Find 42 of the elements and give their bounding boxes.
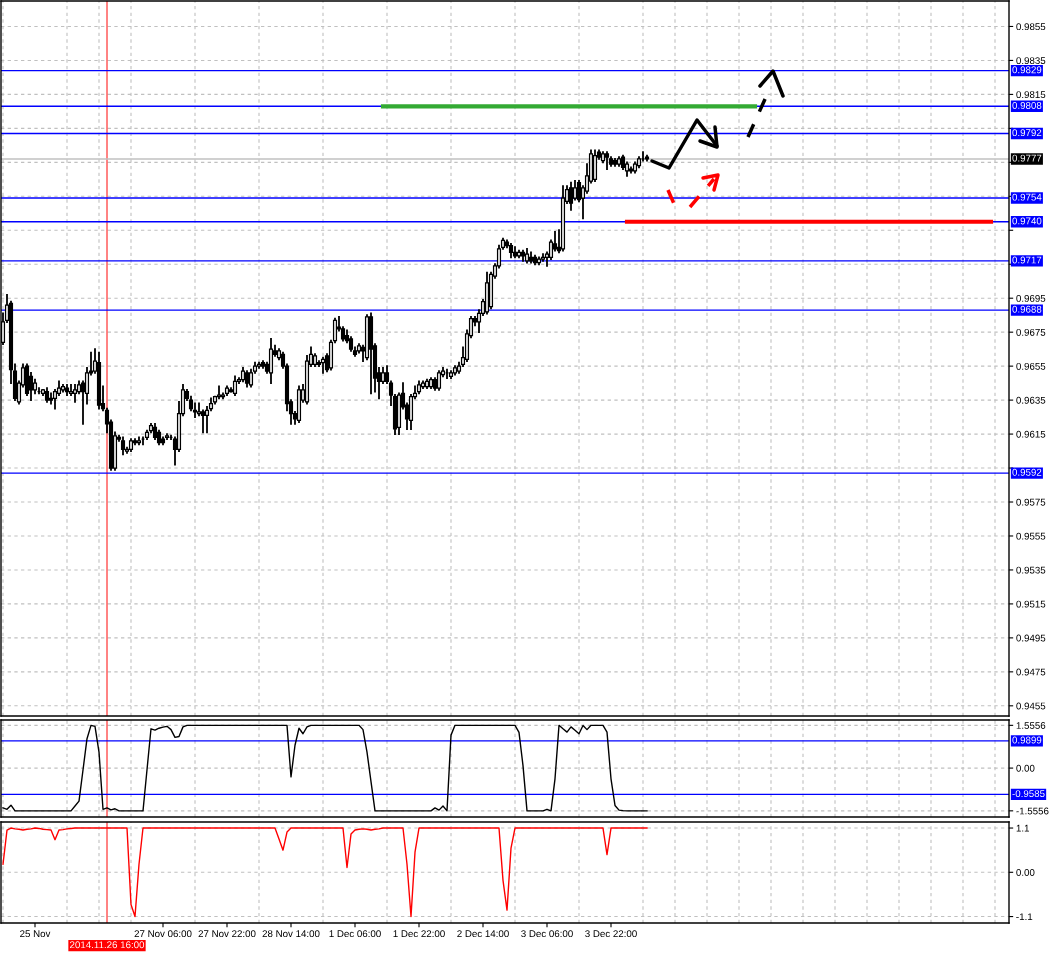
y-tick-label: 0.9475 — [1016, 668, 1046, 676]
y-tick-label: -1.1 — [1016, 913, 1033, 921]
x-tick-label: 3 Dec 06:00 — [521, 930, 573, 938]
y-tick-label: 0.9535 — [1016, 566, 1046, 574]
ref-line-label: 0.9740 — [1012, 217, 1042, 225]
x-tick-label: 1 Dec 22:00 — [393, 930, 445, 938]
x-tick-label: 28 Nov 14:00 — [262, 930, 320, 938]
ref-line-label: 0.9777 — [1012, 154, 1042, 162]
x-tick-label: 3 Dec 22:00 — [585, 930, 637, 938]
ref-line-label: 0.9829 — [1012, 66, 1042, 74]
y-tick-label: 0.9815 — [1016, 91, 1046, 99]
ref-line-label: 0.9808 — [1012, 102, 1042, 109]
y-tick-label: 0.9675 — [1016, 328, 1046, 336]
y-tick-label: 0.9655 — [1016, 362, 1046, 370]
y-tick-label: 0.9455 — [1016, 702, 1046, 710]
y-tick-label: 0.9835 — [1016, 57, 1046, 65]
ref-line-label: 0.9717 — [1012, 256, 1042, 264]
y-tick-label: -1.5556 — [1016, 807, 1049, 815]
ref-line-label: 0.9792 — [1012, 129, 1042, 137]
y-tick-label: 0.9695 — [1016, 294, 1046, 302]
y-tick-label: 1.5556 — [1016, 722, 1046, 729]
y-tick-label: 0.9635 — [1016, 396, 1046, 404]
y-tick-label: 0.00 — [1016, 764, 1035, 772]
y-tick-label: 1.1 — [1016, 824, 1029, 832]
y-tick-label: 0.00 — [1016, 869, 1035, 876]
x-tick-label: 27 Nov 22:00 — [198, 930, 256, 938]
ref-line-label: 0.9899 — [1012, 736, 1042, 744]
ref-line-label: 0.9592 — [1012, 468, 1042, 476]
y-tick-label: 0.9555 — [1016, 532, 1046, 540]
x-tick-label: 25 Nov — [20, 930, 51, 938]
ref-line-label: 0.9754 — [1012, 193, 1042, 201]
y-tick-label: 0.9575 — [1016, 498, 1046, 506]
x-tick-label: 2 Dec 14:00 — [457, 930, 509, 938]
y-tick-label: 0.9495 — [1016, 634, 1046, 642]
y-tick-label: 0.9615 — [1016, 430, 1046, 438]
y-tick-label: 0.9515 — [1016, 600, 1046, 608]
x-tick-label: 27 Nov 06:00 — [134, 930, 192, 938]
ref-line-label: 0.9688 — [1012, 305, 1042, 313]
x-tick-label: 1 Dec 06:00 — [329, 930, 381, 938]
x-tick-label: 2014.11.26 16:00 — [70, 941, 145, 949]
y-tick-label: 0.9855 — [1016, 23, 1046, 31]
ref-line-label: -0.9585 — [1012, 790, 1045, 798]
